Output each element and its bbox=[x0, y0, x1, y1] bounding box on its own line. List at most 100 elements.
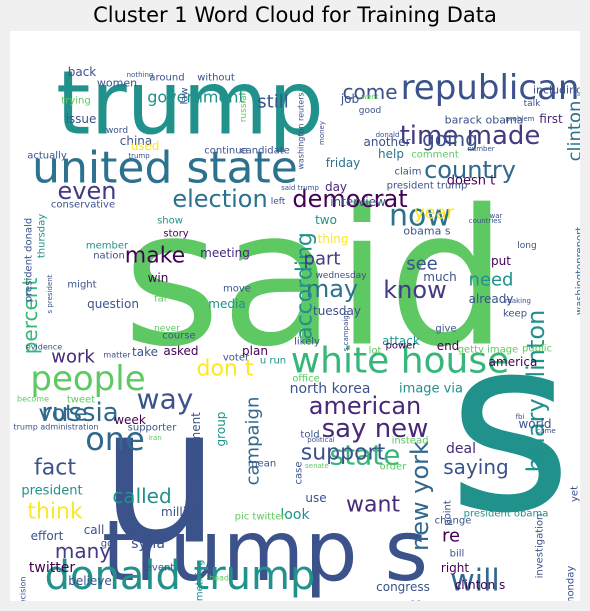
word-trump: trump bbox=[128, 152, 150, 160]
word-number: number bbox=[467, 145, 494, 153]
word-president: president bbox=[21, 484, 82, 499]
word-comment: comment bbox=[411, 150, 459, 161]
word-trying: trying bbox=[61, 96, 90, 107]
word-go: go bbox=[101, 539, 113, 550]
word-one: one bbox=[85, 420, 145, 458]
word-likely: likely bbox=[294, 337, 320, 348]
word-re: re bbox=[442, 526, 460, 547]
word-donald-trump: donald trump bbox=[45, 553, 316, 599]
word-job: job bbox=[340, 92, 359, 106]
word-u: u bbox=[100, 366, 220, 587]
word-campaign: campaign bbox=[243, 397, 264, 486]
word-nation: nation bbox=[93, 251, 125, 262]
word-know: know bbox=[383, 276, 446, 304]
word-trump-s: trump s bbox=[102, 502, 428, 600]
word-vote: vote bbox=[39, 402, 88, 427]
word-continue: continue bbox=[204, 146, 247, 157]
word-russia: russia bbox=[41, 398, 118, 428]
word-washington-reuters: washington reuters bbox=[297, 92, 306, 169]
word-event: event bbox=[146, 563, 175, 574]
word-call: call bbox=[84, 523, 105, 537]
word-hillary-clinton: hillary clinton bbox=[522, 310, 550, 473]
word-way: way bbox=[137, 383, 194, 416]
word-media: media bbox=[208, 297, 245, 311]
chart-title: Cluster 1 Word Cloud for Training Data bbox=[93, 3, 497, 27]
word-said: said bbox=[123, 170, 508, 389]
word-law: law bbox=[180, 87, 191, 104]
word-went: went bbox=[361, 93, 378, 101]
word-clinton-s: clinton s bbox=[455, 578, 506, 592]
word-problem: problem bbox=[506, 115, 535, 123]
word-interview: interview bbox=[330, 195, 386, 209]
word-take: take bbox=[132, 345, 158, 359]
word-doesn-t: doesn t bbox=[447, 174, 495, 189]
word-president-donald: president donald bbox=[24, 218, 35, 302]
word-good: good bbox=[359, 106, 381, 116]
word-conservative: conservative bbox=[51, 200, 115, 211]
word-back: back bbox=[68, 65, 97, 79]
word-issue: issue bbox=[66, 112, 97, 126]
word-order: order bbox=[380, 462, 408, 473]
word-america: america bbox=[489, 355, 538, 369]
word-day: day bbox=[325, 180, 347, 194]
word-make: make bbox=[125, 244, 185, 269]
word-without: without bbox=[197, 73, 235, 84]
word-united-state: united state bbox=[32, 143, 298, 194]
word-countries: countries bbox=[469, 217, 502, 225]
word-according: according bbox=[293, 232, 318, 340]
word-white-house: white house bbox=[291, 341, 510, 382]
word-world: world bbox=[518, 417, 551, 431]
word-power: power bbox=[386, 341, 418, 352]
word-said-trump: said trump bbox=[281, 184, 319, 192]
word-women: women bbox=[97, 77, 137, 90]
word-friday: friday bbox=[326, 156, 361, 170]
word-monday: monday bbox=[566, 566, 577, 601]
word-work: work bbox=[51, 347, 95, 368]
word-north-korea: north korea bbox=[290, 381, 371, 397]
word-head: head bbox=[209, 574, 229, 583]
word-want: want bbox=[346, 493, 400, 518]
word-voter: voter bbox=[223, 353, 250, 364]
word-twitter: twitter bbox=[29, 560, 75, 576]
word-mean: mean bbox=[248, 459, 276, 470]
word-iran: iran bbox=[148, 434, 162, 442]
word-tweet: tweet bbox=[67, 395, 95, 406]
word-course: course bbox=[162, 331, 195, 342]
word-supporter: supporter bbox=[128, 423, 178, 434]
word-image-via: image via bbox=[399, 382, 463, 397]
word-country: country bbox=[424, 156, 516, 184]
word-senate: senate bbox=[305, 462, 329, 470]
word-used: used bbox=[131, 139, 160, 153]
word-see: see bbox=[406, 254, 438, 275]
word-will: will bbox=[450, 564, 500, 599]
word-president-trump: president trump bbox=[387, 181, 468, 192]
word-came: came bbox=[536, 427, 555, 435]
word-s: s bbox=[447, 286, 572, 566]
word-time-made: time made bbox=[400, 121, 541, 151]
word-including: including bbox=[533, 84, 580, 97]
word-yet: yet bbox=[570, 486, 581, 502]
word-meeting: meeting bbox=[200, 246, 250, 260]
word-now: now bbox=[389, 199, 451, 234]
word-first: first bbox=[539, 112, 563, 126]
word-question: question bbox=[87, 297, 139, 311]
word-something: something bbox=[195, 560, 206, 601]
word-look: look bbox=[280, 507, 310, 523]
word-believe: believe bbox=[68, 574, 112, 588]
word-government: government bbox=[147, 88, 245, 107]
word-story: story bbox=[163, 229, 188, 240]
word-never: never bbox=[154, 324, 180, 334]
word-investigation: investigation bbox=[535, 514, 546, 579]
word-support: support bbox=[301, 441, 386, 466]
word-don-t: don t bbox=[197, 357, 254, 382]
word-war: war bbox=[490, 212, 503, 220]
word-congress: congress bbox=[376, 580, 430, 594]
word-still: still bbox=[257, 92, 288, 113]
word-statement: statement bbox=[189, 412, 203, 474]
word-keep: keep bbox=[503, 309, 527, 320]
word-even: even bbox=[58, 177, 117, 205]
word-china: china bbox=[120, 134, 153, 148]
word-political: political bbox=[307, 436, 334, 444]
word-trump-administration: trump administration bbox=[13, 423, 98, 432]
